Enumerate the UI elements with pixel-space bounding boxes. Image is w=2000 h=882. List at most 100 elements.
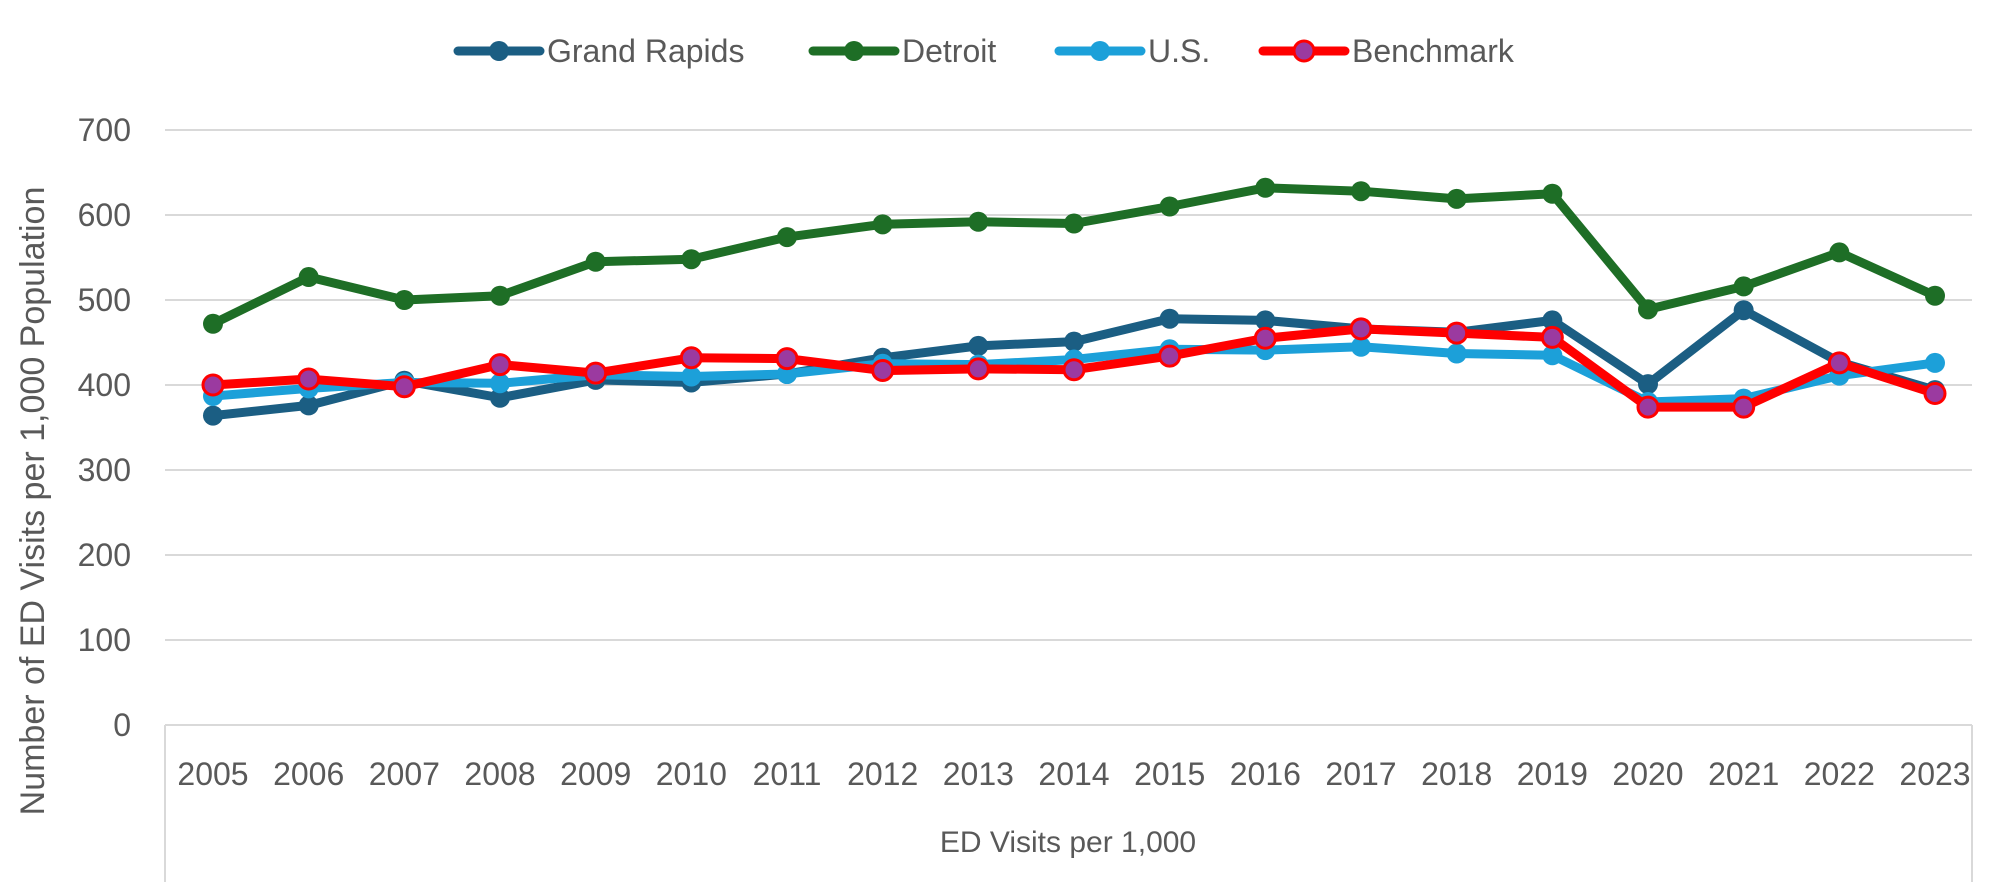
data-point [1638, 374, 1658, 395]
data-point [968, 211, 989, 232]
x-tick-label: 2023 [1899, 756, 1970, 792]
series-detroit [203, 177, 1945, 334]
legend-label: Detroit [902, 33, 996, 69]
data-point [1542, 183, 1563, 204]
y-tick-label: 600 [78, 197, 131, 233]
y-axis-ticks: 0 100 200 300 400 500 600 700 [78, 112, 131, 743]
data-point [1351, 181, 1371, 202]
x-tick-label: 2018 [1421, 756, 1492, 792]
data-point [392, 375, 416, 399]
data-point [679, 346, 703, 370]
data-point [1542, 345, 1563, 366]
x-tick-label: 2008 [464, 756, 535, 792]
x-tick-label: 2015 [1134, 756, 1205, 792]
legend-item: Grand Rapids [453, 33, 744, 69]
legend-label: Grand Rapids [547, 33, 744, 69]
y-tick-label: 400 [78, 367, 131, 403]
x-tick-label: 2013 [943, 756, 1014, 792]
x-tick-label: 2020 [1612, 756, 1683, 792]
x-tick-label: 2009 [560, 756, 631, 792]
data-point [203, 405, 223, 426]
data-point [297, 367, 321, 391]
legend-item: Detroit [808, 33, 996, 69]
data-point [1062, 358, 1086, 382]
data-point [298, 395, 319, 416]
x-tick-label: 2014 [1038, 756, 1109, 792]
data-point [1351, 336, 1371, 357]
y-tick-label: 300 [78, 452, 131, 488]
data-point [298, 267, 319, 288]
x-tick-label: 2021 [1708, 756, 1779, 792]
data-point [966, 357, 990, 381]
legend-marker-icon [1292, 39, 1316, 63]
x-tick-label: 2022 [1804, 756, 1875, 792]
data-point [1064, 331, 1084, 352]
data-point [394, 290, 415, 310]
data-point [1446, 188, 1467, 209]
data-point [1638, 299, 1658, 320]
legend-marker-icon [844, 41, 864, 61]
legend-item: U.S. [1054, 33, 1210, 69]
data-point [681, 249, 702, 270]
legend-label: Benchmark [1352, 33, 1515, 69]
y-tick-label: 200 [78, 537, 131, 573]
x-tick-label: 2012 [847, 756, 918, 792]
x-tick-label: 2019 [1517, 756, 1588, 792]
x-tick-label: 2017 [1325, 756, 1396, 792]
data-point [1925, 285, 1945, 306]
x-axis-title: ED Visits per 1,000 [940, 826, 1196, 859]
data-point [1253, 326, 1277, 350]
data-point [681, 366, 702, 387]
data-point [584, 361, 608, 385]
y-axis-title-group: Number of ED Visits per 1,000 Population [14, 187, 52, 816]
data-point [1636, 395, 1660, 419]
data-point [490, 285, 510, 306]
y-tick-label: 500 [78, 282, 131, 318]
series-benchmark [201, 317, 1947, 419]
data-point [1732, 395, 1756, 419]
y-axis-title: Number of ED Visits per 1,000 Population [14, 187, 52, 816]
x-tick-label: 2010 [656, 756, 727, 792]
legend-label: U.S. [1148, 33, 1210, 69]
legend-item: Benchmark [1258, 33, 1515, 69]
x-tick-label: 2007 [369, 756, 440, 792]
data-point [1733, 276, 1754, 297]
data-point [1827, 351, 1851, 375]
data-point [1733, 300, 1754, 321]
data-point [1255, 177, 1276, 198]
data-point [1255, 310, 1276, 331]
data-point [1446, 343, 1467, 364]
x-tick-label: 2016 [1230, 756, 1301, 792]
data-point [968, 335, 989, 356]
y-tick-label: 700 [78, 112, 131, 148]
series-line [208, 183, 1940, 329]
data-point [1445, 321, 1469, 345]
data-point [203, 313, 223, 334]
data-point [1829, 242, 1850, 263]
data-point [1540, 325, 1564, 349]
data-point [1064, 213, 1084, 234]
x-tick-label: 2005 [177, 756, 248, 792]
data-point [775, 347, 799, 371]
data-point [201, 373, 225, 397]
x-axis-ticks: 2005 2006 2007 2008 2009 2010 2011 2012 2013 2014… [177, 756, 1970, 792]
data-point [1349, 317, 1373, 341]
legend: Grand Rapids Detroit U.S. Benchmark [453, 33, 1515, 69]
x-axis-box [164, 724, 1973, 882]
data-point [871, 359, 895, 383]
data-point [777, 227, 797, 248]
data-point [490, 387, 510, 408]
data-point [1925, 352, 1945, 373]
data-point [488, 353, 512, 377]
data-point [1542, 310, 1563, 331]
x-tick-label: 2011 [753, 756, 822, 792]
data-point [1158, 344, 1182, 368]
y-tick-label: 0 [113, 707, 131, 743]
data-point [872, 214, 893, 235]
legend-marker-icon [1090, 41, 1110, 61]
data-point [1923, 382, 1947, 405]
data-point [1159, 308, 1180, 329]
data-point [585, 251, 606, 272]
series-group [201, 177, 1947, 426]
